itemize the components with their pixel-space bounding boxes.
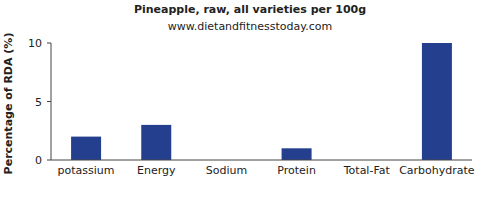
bar	[71, 137, 101, 160]
x-tick-label: Energy	[137, 164, 176, 177]
y-tick	[47, 160, 51, 161]
x-tick-label: potassium	[58, 164, 115, 177]
y-tick-label: 5	[35, 96, 42, 109]
chart-svg: Pineapple, raw, all varieties per 100g ww…	[0, 0, 500, 200]
y-axis-label: Percentage of RDA (%)	[2, 33, 15, 175]
title: Pineapple, raw, all varieties per 100g	[134, 3, 366, 16]
x-tick-label: Carbohydrate	[399, 164, 475, 177]
y-tick	[47, 101, 51, 102]
bars	[71, 43, 452, 160]
x-tick-label: Sodium	[206, 164, 247, 177]
y-tick-label: 0	[35, 154, 42, 167]
bar	[282, 148, 312, 160]
subtitle: www.dietandfitnesstoday.com	[168, 20, 332, 33]
bar	[141, 125, 171, 160]
y-tick-label: 10	[28, 37, 42, 50]
x-tick-label: Protein	[277, 164, 316, 177]
y-tick	[47, 43, 51, 44]
bar	[422, 43, 452, 160]
x-tick-label: Total-Fat	[343, 164, 391, 177]
x-axis	[51, 160, 472, 161]
chart-container: Pineapple, raw, all varieties per 100g ww…	[0, 0, 500, 200]
